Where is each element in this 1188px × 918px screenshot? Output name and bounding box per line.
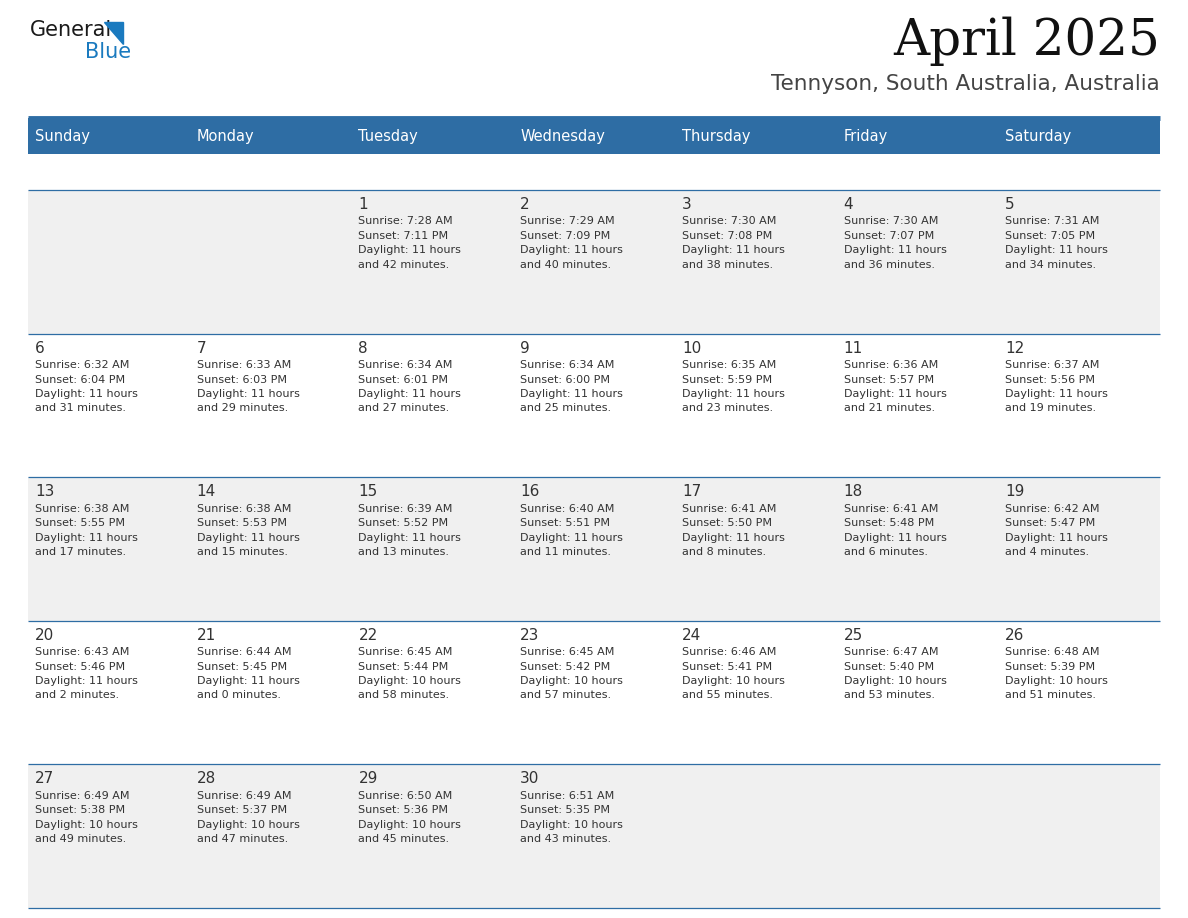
Text: Sunrise: 7:28 AM
Sunset: 7:11 PM
Daylight: 11 hours
and 42 minutes.: Sunrise: 7:28 AM Sunset: 7:11 PM Dayligh… (359, 217, 461, 270)
Text: 12: 12 (1005, 341, 1024, 355)
Text: Sunrise: 6:41 AM
Sunset: 5:50 PM
Daylight: 11 hours
and 8 minutes.: Sunrise: 6:41 AM Sunset: 5:50 PM Dayligh… (682, 504, 785, 557)
Text: Sunrise: 6:49 AM
Sunset: 5:38 PM
Daylight: 10 hours
and 49 minutes.: Sunrise: 6:49 AM Sunset: 5:38 PM Dayligh… (34, 791, 138, 844)
Text: Thursday: Thursday (682, 129, 751, 143)
Bar (190, 118, 352, 154)
Text: 29: 29 (359, 771, 378, 787)
Text: 5: 5 (1005, 197, 1015, 212)
Text: Sunrise: 6:42 AM
Sunset: 5:47 PM
Daylight: 11 hours
and 4 minutes.: Sunrise: 6:42 AM Sunset: 5:47 PM Dayligh… (1005, 504, 1108, 557)
Bar (29, 333, 1159, 477)
Text: 15: 15 (359, 484, 378, 499)
Text: Sunrise: 6:46 AM
Sunset: 5:41 PM
Daylight: 10 hours
and 55 minutes.: Sunrise: 6:46 AM Sunset: 5:41 PM Dayligh… (682, 647, 785, 700)
Text: 27: 27 (34, 771, 55, 787)
Text: Sunrise: 7:30 AM
Sunset: 7:07 PM
Daylight: 11 hours
and 36 minutes.: Sunrise: 7:30 AM Sunset: 7:07 PM Dayligh… (843, 217, 947, 270)
Text: Sunrise: 6:44 AM
Sunset: 5:45 PM
Daylight: 11 hours
and 0 minutes.: Sunrise: 6:44 AM Sunset: 5:45 PM Dayligh… (197, 647, 299, 700)
Bar (836, 118, 998, 154)
Text: Saturday: Saturday (1005, 129, 1072, 143)
Text: Sunrise: 6:38 AM
Sunset: 5:55 PM
Daylight: 11 hours
and 17 minutes.: Sunrise: 6:38 AM Sunset: 5:55 PM Dayligh… (34, 504, 138, 557)
Text: Sunrise: 6:34 AM
Sunset: 6:00 PM
Daylight: 11 hours
and 25 minutes.: Sunrise: 6:34 AM Sunset: 6:00 PM Dayligh… (520, 360, 623, 413)
Text: Sunrise: 6:34 AM
Sunset: 6:01 PM
Daylight: 11 hours
and 27 minutes.: Sunrise: 6:34 AM Sunset: 6:01 PM Dayligh… (359, 360, 461, 413)
Text: 21: 21 (197, 628, 216, 643)
Text: 23: 23 (520, 628, 539, 643)
Text: 11: 11 (843, 341, 862, 355)
Bar (29, 477, 1159, 621)
Text: 9: 9 (520, 341, 530, 355)
Bar (352, 118, 513, 154)
Text: 25: 25 (843, 628, 862, 643)
Text: 26: 26 (1005, 628, 1025, 643)
Text: Sunrise: 7:31 AM
Sunset: 7:05 PM
Daylight: 11 hours
and 34 minutes.: Sunrise: 7:31 AM Sunset: 7:05 PM Dayligh… (1005, 217, 1108, 270)
Bar (29, 765, 1159, 908)
Text: 22: 22 (359, 628, 378, 643)
Bar (675, 118, 836, 154)
Text: 24: 24 (682, 628, 701, 643)
Text: General: General (30, 20, 112, 40)
Text: Blue: Blue (86, 42, 131, 62)
Text: 3: 3 (682, 197, 691, 212)
Text: 2: 2 (520, 197, 530, 212)
Text: 16: 16 (520, 484, 539, 499)
Text: Sunrise: 6:45 AM
Sunset: 5:44 PM
Daylight: 10 hours
and 58 minutes.: Sunrise: 6:45 AM Sunset: 5:44 PM Dayligh… (359, 647, 461, 700)
Text: Sunrise: 7:29 AM
Sunset: 7:09 PM
Daylight: 11 hours
and 40 minutes.: Sunrise: 7:29 AM Sunset: 7:09 PM Dayligh… (520, 217, 623, 270)
Text: Sunrise: 6:50 AM
Sunset: 5:36 PM
Daylight: 10 hours
and 45 minutes.: Sunrise: 6:50 AM Sunset: 5:36 PM Dayligh… (359, 791, 461, 844)
Text: Sunrise: 7:30 AM
Sunset: 7:08 PM
Daylight: 11 hours
and 38 minutes.: Sunrise: 7:30 AM Sunset: 7:08 PM Dayligh… (682, 217, 785, 270)
Text: 30: 30 (520, 771, 539, 787)
Text: Sunrise: 6:47 AM
Sunset: 5:40 PM
Daylight: 10 hours
and 53 minutes.: Sunrise: 6:47 AM Sunset: 5:40 PM Dayligh… (843, 647, 947, 700)
Text: Sunrise: 6:51 AM
Sunset: 5:35 PM
Daylight: 10 hours
and 43 minutes.: Sunrise: 6:51 AM Sunset: 5:35 PM Dayligh… (520, 791, 623, 844)
Text: Sunrise: 6:33 AM
Sunset: 6:03 PM
Daylight: 11 hours
and 29 minutes.: Sunrise: 6:33 AM Sunset: 6:03 PM Dayligh… (197, 360, 299, 413)
Text: Sunrise: 6:43 AM
Sunset: 5:46 PM
Daylight: 11 hours
and 2 minutes.: Sunrise: 6:43 AM Sunset: 5:46 PM Dayligh… (34, 647, 138, 700)
Text: 10: 10 (682, 341, 701, 355)
Text: Sunrise: 6:48 AM
Sunset: 5:39 PM
Daylight: 10 hours
and 51 minutes.: Sunrise: 6:48 AM Sunset: 5:39 PM Dayligh… (1005, 647, 1108, 700)
Text: Sunrise: 6:49 AM
Sunset: 5:37 PM
Daylight: 10 hours
and 47 minutes.: Sunrise: 6:49 AM Sunset: 5:37 PM Dayligh… (197, 791, 299, 844)
Text: Monday: Monday (197, 129, 254, 143)
Text: Friday: Friday (843, 129, 887, 143)
Text: 28: 28 (197, 771, 216, 787)
Bar (513, 118, 675, 154)
Text: Wednesday: Wednesday (520, 129, 605, 143)
Text: 18: 18 (843, 484, 862, 499)
Text: Sunrise: 6:45 AM
Sunset: 5:42 PM
Daylight: 10 hours
and 57 minutes.: Sunrise: 6:45 AM Sunset: 5:42 PM Dayligh… (520, 647, 623, 700)
Text: Sunrise: 6:38 AM
Sunset: 5:53 PM
Daylight: 11 hours
and 15 minutes.: Sunrise: 6:38 AM Sunset: 5:53 PM Dayligh… (197, 504, 299, 557)
Text: 8: 8 (359, 341, 368, 355)
Text: Tennyson, South Australia, Australia: Tennyson, South Australia, Australia (771, 74, 1159, 94)
Text: 17: 17 (682, 484, 701, 499)
Text: 7: 7 (197, 341, 207, 355)
Text: 13: 13 (34, 484, 55, 499)
Text: 4: 4 (843, 197, 853, 212)
Bar (29, 621, 1159, 765)
Text: Tuesday: Tuesday (359, 129, 418, 143)
Text: April 2025: April 2025 (893, 17, 1159, 66)
Text: Sunrise: 6:41 AM
Sunset: 5:48 PM
Daylight: 11 hours
and 6 minutes.: Sunrise: 6:41 AM Sunset: 5:48 PM Dayligh… (843, 504, 947, 557)
Bar (998, 118, 1159, 154)
Text: 6: 6 (34, 341, 45, 355)
Text: 14: 14 (197, 484, 216, 499)
Text: 1: 1 (359, 197, 368, 212)
Text: Sunrise: 6:39 AM
Sunset: 5:52 PM
Daylight: 11 hours
and 13 minutes.: Sunrise: 6:39 AM Sunset: 5:52 PM Dayligh… (359, 504, 461, 557)
Polygon shape (105, 22, 124, 44)
Text: Sunrise: 6:36 AM
Sunset: 5:57 PM
Daylight: 11 hours
and 21 minutes.: Sunrise: 6:36 AM Sunset: 5:57 PM Dayligh… (843, 360, 947, 413)
Text: Sunrise: 6:37 AM
Sunset: 5:56 PM
Daylight: 11 hours
and 19 minutes.: Sunrise: 6:37 AM Sunset: 5:56 PM Dayligh… (1005, 360, 1108, 413)
Bar (29, 118, 190, 154)
Text: 20: 20 (34, 628, 55, 643)
Text: Sunrise: 6:40 AM
Sunset: 5:51 PM
Daylight: 11 hours
and 11 minutes.: Sunrise: 6:40 AM Sunset: 5:51 PM Dayligh… (520, 504, 623, 557)
Text: 19: 19 (1005, 484, 1025, 499)
Bar (29, 190, 1159, 333)
Text: Sunrise: 6:32 AM
Sunset: 6:04 PM
Daylight: 11 hours
and 31 minutes.: Sunrise: 6:32 AM Sunset: 6:04 PM Dayligh… (34, 360, 138, 413)
Text: Sunday: Sunday (34, 129, 90, 143)
Text: Sunrise: 6:35 AM
Sunset: 5:59 PM
Daylight: 11 hours
and 23 minutes.: Sunrise: 6:35 AM Sunset: 5:59 PM Dayligh… (682, 360, 785, 413)
